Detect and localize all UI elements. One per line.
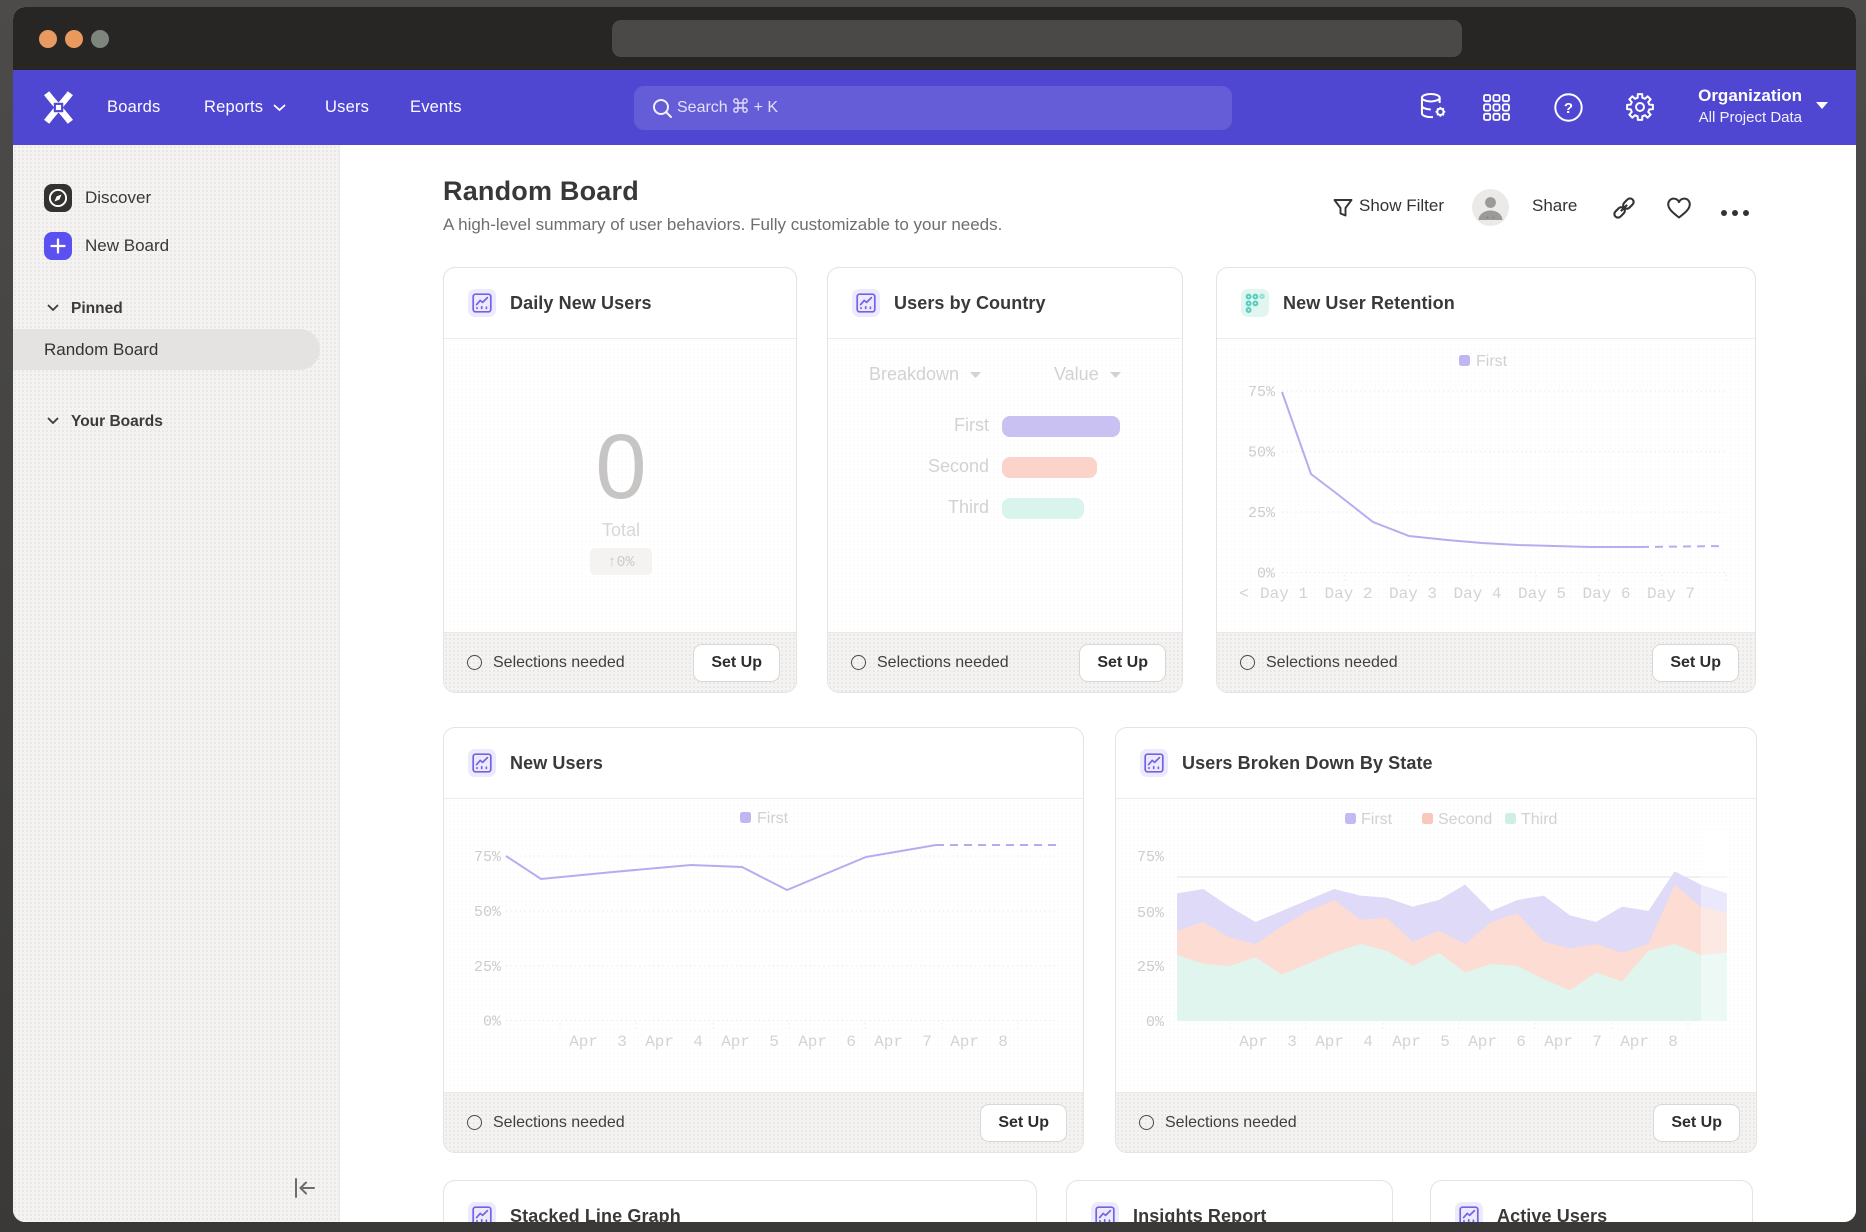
svg-text:0%: 0% <box>1257 566 1276 583</box>
svg-text:75%: 75% <box>1137 849 1165 866</box>
svg-text:Day 5: Day 5 <box>1518 585 1566 603</box>
svg-text:Apr 8: Apr 8 <box>1620 1033 1678 1051</box>
svg-text:?: ? <box>1564 100 1573 117</box>
svg-text:50%: 50% <box>1137 905 1165 922</box>
svg-text:0%: 0% <box>1146 1014 1165 1031</box>
svg-text:Apr 4: Apr 4 <box>1315 1033 1373 1051</box>
svg-text:Day 7: Day 7 <box>1647 585 1695 603</box>
svg-text:Day 6: Day 6 <box>1582 585 1630 603</box>
svg-text:25%: 25% <box>474 959 502 976</box>
svg-text:First: First <box>1476 353 1508 370</box>
svg-text:50%: 50% <box>1248 445 1276 462</box>
svg-text:Day 4: Day 4 <box>1453 585 1501 603</box>
svg-text:Apr 5: Apr 5 <box>721 1033 779 1051</box>
svg-text:25%: 25% <box>1137 959 1165 976</box>
svg-text:25%: 25% <box>1248 505 1276 522</box>
svg-text:Apr 7: Apr 7 <box>1544 1033 1602 1051</box>
svg-text:Day 1: Day 1 <box>1260 585 1308 603</box>
svg-text:Apr 6: Apr 6 <box>798 1033 856 1051</box>
svg-text:Apr 4: Apr 4 <box>645 1033 703 1051</box>
svg-text:Apr 3: Apr 3 <box>1239 1033 1297 1051</box>
svg-text:First: First <box>1361 811 1393 828</box>
svg-text:Apr 3: Apr 3 <box>569 1033 627 1051</box>
svg-text:Second: Second <box>1438 811 1492 828</box>
svg-text:First: First <box>757 810 789 827</box>
svg-text:75%: 75% <box>1248 384 1276 401</box>
svg-text:Apr 8: Apr 8 <box>950 1033 1008 1051</box>
svg-text:Apr 6: Apr 6 <box>1468 1033 1526 1051</box>
svg-text:Apr 7: Apr 7 <box>874 1033 932 1051</box>
svg-text:Day 3: Day 3 <box>1389 585 1437 603</box>
svg-text:<: < <box>1239 585 1249 603</box>
svg-text:Day 2: Day 2 <box>1324 585 1372 603</box>
svg-text:0%: 0% <box>483 1014 502 1031</box>
svg-text:50%: 50% <box>474 904 502 921</box>
svg-text:75%: 75% <box>474 849 502 866</box>
svg-text:Apr 5: Apr 5 <box>1392 1033 1450 1051</box>
svg-text:Third: Third <box>1521 811 1557 828</box>
